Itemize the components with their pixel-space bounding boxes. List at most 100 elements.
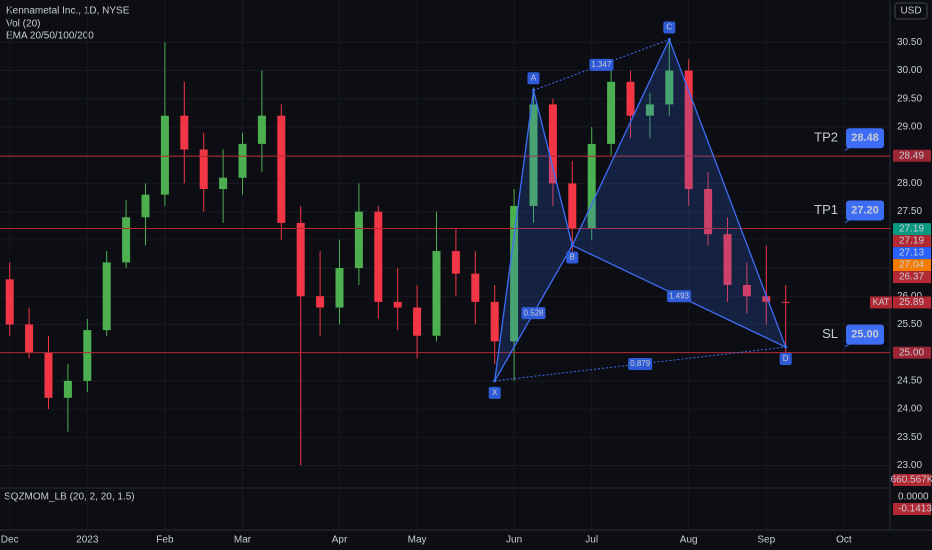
candle-body — [122, 217, 131, 263]
symbol-badge — [870, 296, 892, 309]
candle-body — [587, 143, 596, 229]
candle-body — [548, 104, 557, 184]
candle-body — [393, 301, 402, 308]
level-box — [846, 200, 884, 221]
x-tick-label: Mar — [234, 535, 252, 546]
y-tick-label: 26.00 — [897, 291, 922, 302]
candle-body — [645, 104, 654, 116]
ratio-label: 0.879 — [630, 359, 651, 368]
pattern-leg — [494, 346, 786, 382]
candle-body — [25, 324, 34, 353]
x-tick-label: May — [408, 535, 427, 546]
candle-body — [684, 70, 693, 190]
pattern-point-label: A — [531, 73, 537, 82]
y-tick-label: 29.00 — [897, 122, 922, 133]
momentum-value: 0.0000 — [898, 492, 929, 503]
ratio-box — [628, 357, 653, 370]
level-box — [846, 324, 884, 345]
y-tick-label: 28.00 — [897, 178, 922, 189]
candle-body — [180, 115, 189, 150]
y-tick-label: 24.00 — [897, 404, 922, 415]
pattern-point — [667, 38, 671, 41]
level-box — [846, 128, 884, 149]
pattern-point-box — [488, 386, 501, 399]
level-value: 27.20 — [851, 204, 879, 216]
candle-body — [529, 104, 538, 206]
ratio-box — [667, 290, 691, 303]
volume-badge — [893, 474, 931, 486]
price-badge — [893, 296, 931, 309]
candle-body — [374, 211, 383, 302]
momentum-title: SQZMOM_LB (20, 2, 20, 1.5) — [4, 492, 135, 503]
pattern-point-label: X — [492, 388, 498, 397]
pattern-point — [784, 345, 788, 349]
ratio-box — [521, 307, 546, 320]
price-badge-label: 27.19 — [899, 224, 924, 235]
pattern-point-label: D — [783, 354, 789, 363]
candle-body — [316, 296, 325, 308]
price-badge-label: 27.13 — [899, 248, 924, 259]
level-name: TP2 — [814, 130, 838, 145]
chart-title: Kennametal Inc., 1D, NYSE — [6, 6, 130, 17]
indicator: Vol (20) — [6, 19, 40, 30]
candle-body — [83, 330, 92, 381]
candle-body — [141, 194, 150, 218]
volume-label: 660.567K — [891, 475, 932, 486]
pattern-point — [570, 243, 574, 247]
candle-body — [490, 301, 499, 342]
candle-body — [413, 307, 422, 336]
momentum-badge — [893, 503, 931, 515]
y-tick-label: 30.00 — [897, 65, 922, 76]
x-tick-label: Feb — [156, 535, 174, 546]
candle-body — [471, 273, 480, 302]
price-badge-label: 26.37 — [899, 272, 924, 283]
x-tick-label: Oct — [836, 535, 852, 546]
price-badge-label: 27.19 — [899, 236, 924, 247]
candle-body — [219, 177, 228, 190]
level-name: TP1 — [814, 202, 838, 217]
candle-body — [568, 183, 577, 229]
candle-body — [238, 143, 247, 178]
x-tick-label: Jun — [506, 535, 522, 546]
candle-body — [451, 251, 460, 274]
ratio-label: 0.528 — [523, 308, 544, 317]
y-tick-label: 27.50 — [897, 206, 922, 217]
price-badge-label: 25.89 — [899, 297, 924, 308]
candle-body — [335, 268, 344, 308]
currency[interactable]: USD — [900, 6, 921, 17]
candle-body — [762, 296, 771, 302]
candle-body — [354, 211, 363, 269]
candle-body — [742, 284, 751, 297]
pattern-point-box — [527, 72, 540, 85]
pattern-point-label: B — [570, 253, 575, 262]
candle-body — [199, 149, 208, 190]
currency-box[interactable] — [894, 2, 928, 20]
pattern-point-box — [566, 251, 579, 264]
candle-body — [665, 70, 674, 105]
y-tick-label: 25.50 — [897, 319, 922, 330]
x-tick-label: 2023 — [76, 535, 99, 546]
pattern-point — [532, 88, 535, 92]
pattern-point-label: C — [666, 23, 672, 32]
candle-body — [781, 301, 790, 303]
candle-body — [102, 262, 111, 331]
x-tick-label: Dec — [1, 535, 19, 546]
y-tick-label: 30.50 — [897, 37, 922, 48]
x-tick-label: Sep — [757, 535, 775, 546]
ratio-label: 1.493 — [669, 291, 690, 300]
symbol-label: KAT — [873, 297, 890, 307]
x-tick-label: Apr — [332, 535, 348, 546]
candle-body — [277, 115, 286, 223]
level-value: 25.00 — [851, 329, 879, 341]
price-badge — [893, 149, 931, 162]
level-name: SL — [822, 326, 838, 341]
pattern-point — [493, 379, 497, 383]
price-badge — [893, 346, 931, 359]
y-tick-label: 23.00 — [897, 460, 922, 471]
pattern-point-box — [779, 353, 792, 366]
candle-body — [63, 380, 72, 398]
candle-body — [607, 81, 616, 144]
price-badge — [893, 247, 931, 260]
